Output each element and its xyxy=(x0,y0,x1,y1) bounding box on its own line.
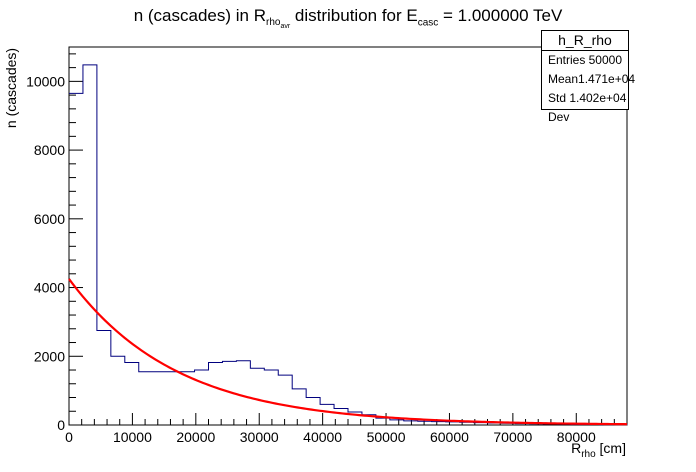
stats-row-mean: Mean 1.471e+04 xyxy=(542,70,635,89)
stats-title: h_R_rho xyxy=(542,31,628,51)
x-tick-label: 40000 xyxy=(303,429,342,445)
x-tick-label: 60000 xyxy=(430,429,469,445)
std-label: Std Dev xyxy=(548,91,570,124)
x-tick-label: 20000 xyxy=(176,429,215,445)
mean-label: Mean xyxy=(548,72,579,86)
x-axis-label: Rrho [cm] xyxy=(571,440,626,460)
x-tick-label: 80000 xyxy=(557,429,596,445)
y-tick-label: 8000 xyxy=(34,142,65,158)
chart-title: n (cascades) in Rrhoavr distribution for… xyxy=(133,6,563,31)
y-tick-label: 10000 xyxy=(26,73,65,89)
y-tick-label: 6000 xyxy=(34,211,65,227)
entries-value: 50000 xyxy=(588,53,622,67)
x-tick-label: 30000 xyxy=(240,429,279,445)
x-tick-label: 10000 xyxy=(113,429,152,445)
y-tick-label: 2000 xyxy=(34,348,65,364)
entries-label: Entries xyxy=(548,53,586,67)
std-value: 1.402e+04 xyxy=(569,91,627,105)
y-axis-tick-labels: 0 2000 4000 6000 8000 10000 xyxy=(26,73,65,433)
mean-value: 1.471e+04 xyxy=(578,72,636,86)
stats-row-std: Std Dev 1.402e+04 xyxy=(542,89,628,124)
x-tick-label: 70000 xyxy=(493,429,532,445)
y-axis-ticks xyxy=(69,53,83,426)
stats-row-entries: Entries 50000 xyxy=(542,51,628,70)
x-axis-tick-labels: 0 10000 20000 30000 40000 50000 60000 70000 8000… xyxy=(65,429,596,445)
x-tick-label: 0 xyxy=(65,429,73,445)
y-tick-label: 4000 xyxy=(34,280,65,296)
stats-box: h_R_rho Entries 50000 Mean 1.471e+04 Std… xyxy=(541,30,635,124)
x-tick-label: 50000 xyxy=(367,429,406,445)
y-tick-label: 0 xyxy=(57,417,65,433)
y-axis-label: n (cascades) xyxy=(3,47,19,129)
fit-curve xyxy=(68,278,628,426)
histogram-bars xyxy=(69,64,628,426)
